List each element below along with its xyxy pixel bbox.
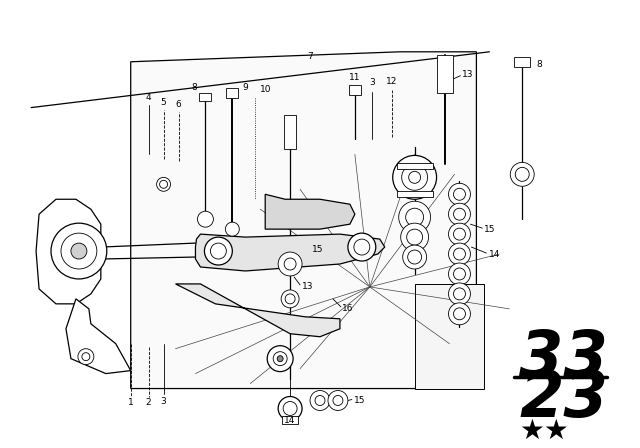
Circle shape [454, 228, 465, 240]
Text: 11: 11 [349, 73, 360, 82]
Text: 4: 4 [146, 93, 152, 102]
Circle shape [348, 233, 376, 261]
Circle shape [333, 396, 343, 405]
Polygon shape [265, 194, 355, 229]
Text: 14: 14 [284, 416, 296, 425]
Circle shape [449, 223, 470, 245]
Text: 3: 3 [161, 397, 166, 406]
Text: 10: 10 [259, 85, 271, 94]
Circle shape [454, 188, 465, 200]
Bar [397, 191, 433, 197]
Text: 1: 1 [128, 398, 134, 407]
Text: 13: 13 [302, 282, 314, 291]
Text: 14: 14 [489, 250, 500, 258]
Circle shape [310, 391, 330, 410]
Circle shape [283, 401, 297, 415]
Circle shape [278, 396, 302, 420]
Bar [349, 85, 361, 95]
Circle shape [402, 164, 428, 190]
Bar [227, 88, 238, 98]
Circle shape [401, 223, 429, 251]
Circle shape [211, 243, 227, 259]
Polygon shape [195, 234, 385, 271]
Circle shape [449, 303, 470, 325]
Text: 33: 33 [519, 327, 608, 390]
Text: 8: 8 [536, 60, 542, 69]
Circle shape [78, 349, 94, 365]
Text: 9: 9 [243, 83, 248, 92]
Circle shape [204, 237, 232, 265]
Circle shape [281, 290, 299, 308]
Text: 15: 15 [312, 245, 324, 254]
Circle shape [51, 223, 107, 279]
Circle shape [198, 211, 213, 227]
Text: 15: 15 [484, 224, 495, 234]
Text: 23: 23 [519, 367, 608, 430]
Circle shape [284, 258, 296, 270]
Text: 5: 5 [161, 98, 166, 107]
Circle shape [449, 243, 470, 265]
Polygon shape [36, 199, 101, 304]
Circle shape [399, 201, 431, 233]
Circle shape [393, 155, 436, 199]
Text: 15: 15 [354, 396, 365, 405]
Bar [200, 93, 211, 101]
Circle shape [449, 203, 470, 225]
Circle shape [515, 168, 529, 181]
Circle shape [273, 352, 287, 366]
Bar [515, 57, 530, 67]
Circle shape [267, 346, 293, 371]
Circle shape [408, 250, 422, 264]
Circle shape [454, 248, 465, 260]
Circle shape [354, 239, 370, 255]
Text: 7: 7 [307, 52, 313, 61]
Circle shape [71, 243, 87, 259]
Circle shape [449, 283, 470, 305]
Bar [397, 164, 433, 169]
Circle shape [454, 288, 465, 300]
Circle shape [454, 208, 465, 220]
Text: 3: 3 [369, 78, 374, 87]
Circle shape [328, 391, 348, 410]
Circle shape [406, 208, 424, 226]
Text: ★★: ★★ [519, 416, 569, 444]
Circle shape [82, 353, 90, 361]
Circle shape [403, 245, 427, 269]
Text: 16: 16 [342, 304, 354, 313]
Polygon shape [175, 284, 340, 337]
Circle shape [454, 308, 465, 320]
Polygon shape [66, 299, 131, 374]
Circle shape [449, 263, 470, 285]
Bar [415, 284, 484, 388]
Text: 12: 12 [386, 77, 397, 86]
Circle shape [406, 229, 422, 245]
Text: 2: 2 [146, 398, 152, 407]
Circle shape [454, 268, 465, 280]
Circle shape [61, 233, 97, 269]
Circle shape [409, 171, 420, 183]
Circle shape [315, 396, 325, 405]
Circle shape [510, 162, 534, 186]
Text: 6: 6 [175, 100, 181, 109]
Circle shape [278, 252, 302, 276]
Polygon shape [131, 52, 476, 388]
Circle shape [157, 177, 171, 191]
Bar [282, 417, 298, 424]
Circle shape [449, 183, 470, 205]
Bar [284, 115, 296, 150]
Text: 8: 8 [192, 83, 198, 92]
Circle shape [159, 181, 168, 188]
Bar [436, 55, 452, 93]
Circle shape [225, 222, 239, 236]
Circle shape [277, 356, 283, 362]
Circle shape [285, 294, 295, 304]
Text: 13: 13 [461, 70, 473, 79]
